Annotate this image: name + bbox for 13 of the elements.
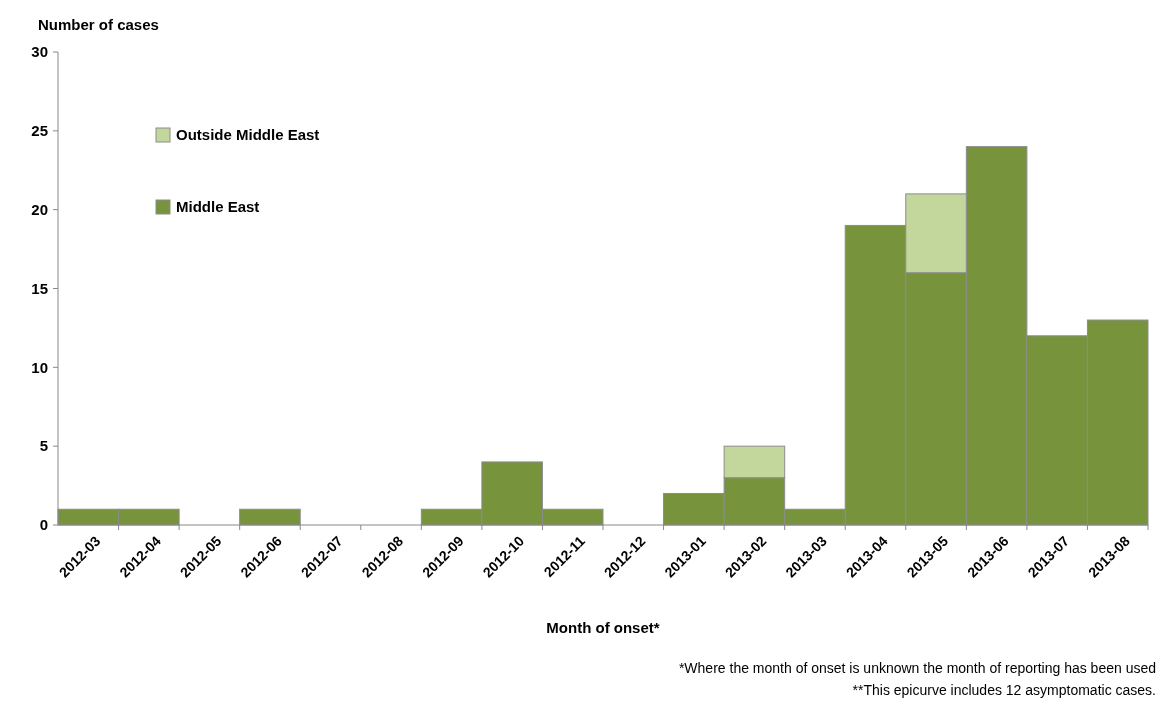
y-tick-label: 25 [31, 122, 48, 140]
y-tick-label: 30 [31, 43, 48, 61]
text: **This epicurve includes 12 asymptomatic cases. [852, 682, 1156, 698]
y-tick-label: 0 [39, 516, 48, 534]
y-tick-label: 10 [31, 358, 48, 376]
text: *Where the month of onset is unknown the month of reporting has been used [678, 660, 1156, 676]
x-axis-title: Month of onset* [546, 619, 660, 636]
y-tick-label: 15 [31, 279, 48, 297]
legend-label: Outside Middle East [176, 126, 320, 144]
y-tick-label: 5 [39, 437, 48, 455]
legend-label: Middle East [176, 198, 260, 216]
y-axis-title: Number of cases [38, 16, 159, 33]
y-tick-label: 20 [31, 200, 48, 218]
